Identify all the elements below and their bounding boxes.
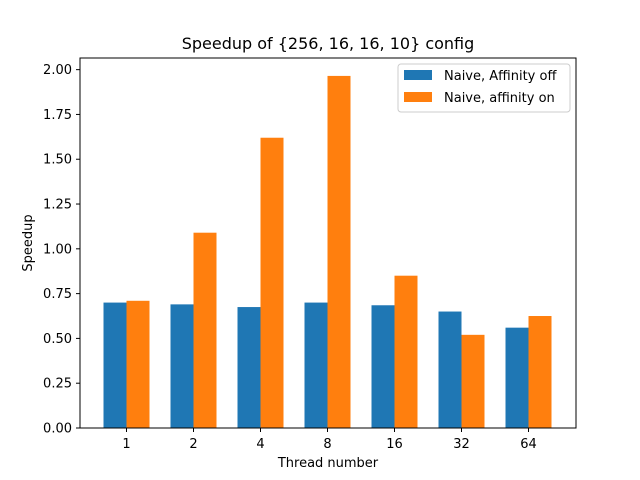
plot-bars	[103, 75, 552, 429]
legend-swatch-affinity-on	[404, 92, 432, 102]
bar-affinity-off-4	[237, 307, 261, 428]
bar-affinity-on-16	[394, 275, 418, 428]
y-tick-label: 0.00	[43, 422, 72, 437]
x-axis-label: Thread number	[277, 456, 379, 471]
bar-affinity-on-32	[461, 334, 485, 428]
bar-affinity-off-8	[304, 302, 328, 428]
bar-affinity-on-64	[528, 316, 552, 428]
y-axis-label: Speedup	[21, 214, 36, 271]
x-tick-label: 32	[453, 437, 470, 452]
x-tick-label: 2	[189, 437, 197, 452]
x-tick-label: 64	[520, 437, 537, 452]
x-tick-label: 16	[386, 437, 403, 452]
x-tick-label: 4	[256, 437, 264, 452]
y-tick-label: 2.00	[43, 63, 72, 78]
bar-affinity-off-16	[371, 305, 395, 428]
x-tick-label: 8	[323, 437, 331, 452]
bar-affinity-off-64	[505, 327, 529, 428]
x-tick-label: 1	[122, 437, 130, 452]
bar-affinity-on-2	[193, 232, 217, 428]
x-axis: 1 2 4 8 16 32 64	[122, 428, 537, 452]
bar-affinity-off-32	[438, 311, 462, 428]
bar-affinity-on-4	[260, 137, 284, 429]
y-tick-label: 1.50	[43, 153, 72, 168]
y-tick-label: 1.00	[43, 242, 72, 257]
legend: Naive, Affinity off Naive, affinity on	[397, 63, 571, 113]
legend-label-affinity-off: Naive, Affinity off	[444, 69, 557, 84]
legend-swatch-affinity-off	[404, 70, 432, 80]
legend-label-affinity-on: Naive, affinity on	[444, 91, 555, 106]
bar-affinity-off-1	[103, 302, 127, 428]
y-tick-label: 0.25	[43, 377, 72, 392]
bar-affinity-off-2	[170, 304, 194, 428]
y-tick-label: 1.75	[43, 108, 72, 123]
legend-box	[397, 63, 571, 113]
y-axis: 0.00 0.25 0.50 0.75 1.00 1.25 1.50 1.75 2.00	[43, 63, 80, 437]
y-tick-label: 0.75	[43, 287, 72, 302]
bar-affinity-on-1	[126, 300, 150, 428]
chart-title: Speedup of {256, 16, 16, 10} config	[182, 34, 475, 53]
bar-affinity-on-8	[327, 75, 351, 429]
y-tick-label: 0.50	[43, 332, 72, 347]
y-tick-label: 1.25	[43, 198, 72, 213]
plot-frame	[79, 57, 577, 429]
